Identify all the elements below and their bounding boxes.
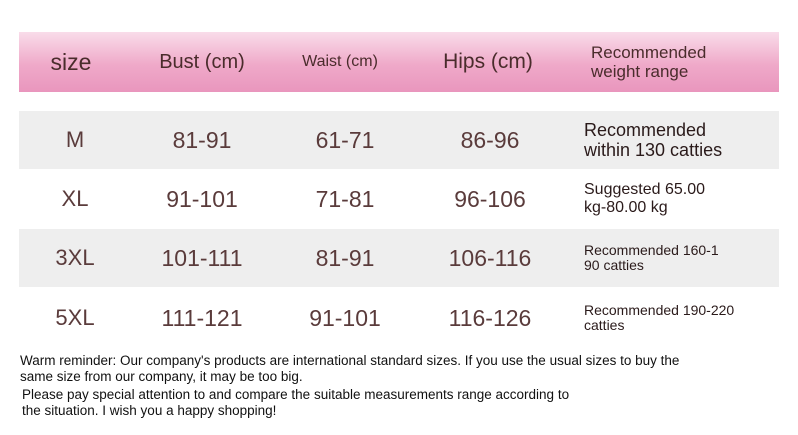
header-bust: Bust (cm)	[159, 50, 245, 73]
warm-reminder-note: Warm reminder: Our company's products ar…	[20, 353, 790, 385]
weight-line2: within 130 catties	[584, 140, 723, 160]
size-cell: M	[65, 127, 85, 152]
weight-line1: Recommended 160-1	[584, 242, 719, 258]
note-line4: the situation. I wish you a happy shoppi…	[22, 403, 277, 418]
size-cell: 3XL	[55, 245, 95, 270]
bust-cell: 101-111	[161, 244, 243, 271]
weight-cell: Suggested 65.00 kg-80.00 kg	[584, 170, 779, 228]
weight-line2: 90 catties	[584, 257, 644, 273]
weight-line2: kg-80.00 kg	[584, 199, 668, 216]
bust-cell: 91-101	[166, 185, 238, 212]
size-cell: XL	[61, 186, 89, 211]
header-hips: Hips (cm)	[443, 50, 533, 73]
bust-cell: 111-121	[161, 304, 243, 331]
header-weight-range: Recommended weight range	[591, 32, 779, 92]
header-size: size	[50, 48, 92, 75]
weight-line2: catties	[584, 317, 625, 333]
table-row-xl: XL 91-101 71-81 96-106 Suggested 65.00 k…	[19, 170, 779, 228]
table-row-5xl: 5XL 111-121 91-101 116-126 Recommended 1…	[19, 289, 779, 347]
hips-cell: 106-116	[448, 244, 532, 271]
note-line1: Warm reminder: Our company's products ar…	[20, 353, 680, 368]
size-cell: 5XL	[55, 305, 95, 330]
attention-note: Please pay special attention to and comp…	[22, 387, 792, 419]
header-weight-line1: Recommended	[591, 43, 707, 62]
waist-cell: 81-91	[315, 244, 375, 271]
weight-cell: Recommended 190-220 catties	[584, 289, 779, 347]
hips-cell: 86-96	[460, 126, 520, 153]
header-weight-line2: weight range	[591, 62, 689, 81]
hips-cell: 116-126	[448, 304, 532, 331]
table-row-m: M 81-91 61-71 86-96 Recommended within 1…	[19, 111, 779, 169]
weight-line1: Recommended 190-220	[584, 302, 735, 318]
weight-cell: Recommended 160-1 90 catties	[584, 229, 779, 287]
hips-cell: 96-106	[454, 185, 526, 212]
size-table-header: size Bust (cm) Waist (cm) Hips (cm) Reco…	[19, 32, 779, 92]
weight-cell: Recommended within 130 catties	[584, 111, 779, 169]
weight-line1: Recommended	[584, 120, 707, 140]
note-line3: Please pay special attention to and comp…	[22, 387, 570, 402]
header-waist: Waist (cm)	[302, 53, 378, 70]
waist-cell: 61-71	[315, 126, 375, 153]
weight-line1: Suggested 65.00	[584, 181, 705, 198]
bust-cell: 81-91	[172, 126, 232, 153]
note-line2: same size from our company, it may be to…	[20, 369, 303, 384]
table-row-3xl: 3XL 101-111 81-91 106-116 Recommended 16…	[19, 229, 779, 287]
waist-cell: 91-101	[309, 304, 381, 331]
waist-cell: 71-81	[315, 185, 375, 212]
